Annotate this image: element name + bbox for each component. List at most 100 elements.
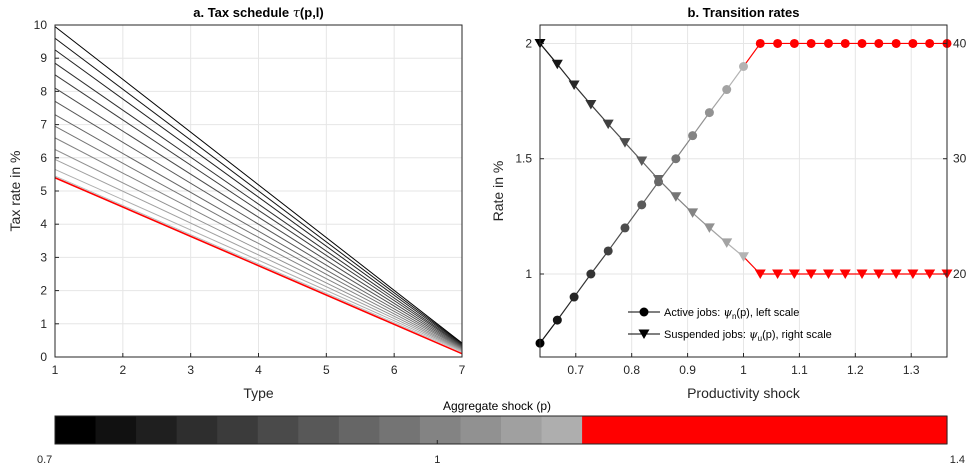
- colorbar-segment: [541, 416, 583, 444]
- series-0-point: [552, 315, 562, 325]
- y-tick-label: 8: [40, 84, 47, 98]
- series-1-point: [890, 269, 902, 279]
- y-tick-label: 9: [40, 51, 47, 65]
- x-tick-label: 0.7: [567, 363, 584, 377]
- series-line-3: [54, 62, 463, 346]
- panel-transition-rates: 0.7 0.8 0.9 1 1.1 1.2 1.3 1 1.5 2 20 30 40 b. Transi…: [490, 5, 967, 401]
- series-1-point: [619, 138, 631, 148]
- x-tick-label: 1: [740, 363, 747, 377]
- x-axis-label-b: Productivity shock: [687, 385, 801, 401]
- series-1-point: [873, 269, 885, 279]
- series-0-segment: [590, 250, 609, 275]
- y-tick-label-right: 40: [953, 36, 967, 50]
- series-0-point: [569, 292, 579, 302]
- series-0-segment: [607, 227, 626, 252]
- series-1-point: [788, 269, 800, 279]
- series-1-point: [856, 269, 868, 279]
- colorbar: Aggregate shock (p) 0.7 1 1.4: [37, 399, 965, 466]
- colorbar-segment: [136, 416, 178, 444]
- series-1-point: [924, 269, 936, 279]
- series-0-point: [586, 269, 596, 279]
- series-0-point: [874, 38, 884, 48]
- series-group-b: [534, 38, 953, 348]
- colorbar-segment: [663, 416, 705, 444]
- series-line-8: [54, 125, 463, 349]
- y-tick-label-left: 2: [525, 36, 532, 50]
- colorbar-segment: [744, 416, 786, 444]
- colorbar-segment: [703, 416, 745, 444]
- colorbar-segment: [501, 416, 543, 444]
- ticks-b: 0.7 0.8 0.9 1 1.1 1.2 1.3 1 1.5 2 20 30 40: [515, 36, 966, 377]
- colorbar-segment: [298, 416, 340, 444]
- series-line-10: [54, 149, 463, 351]
- x-tick-label: 4: [255, 363, 262, 377]
- legend-suspended-label: Suspended jobs: ψu(p), right scale: [664, 328, 832, 343]
- legend-entry-active: Active jobs: ψn(p), left scale: [628, 306, 799, 321]
- series-line-12: [54, 168, 463, 352]
- series-line-1: [54, 37, 463, 345]
- colorbar-segment: [825, 416, 867, 444]
- series-0-point: [603, 246, 613, 256]
- chart-title-a-suffix: (p,l): [300, 5, 324, 20]
- legend-active-prefix: Active jobs:: [664, 307, 723, 319]
- colorbar-segment: [582, 416, 624, 444]
- y-axis-label-b: Rate in %: [490, 161, 506, 222]
- y-tick-label-right: 30: [953, 152, 967, 166]
- legend-entry-suspended: Suspended jobs: ψu(p), right scale: [628, 328, 832, 343]
- x-tick-label: 0.9: [679, 363, 696, 377]
- colorbar-segment: [176, 416, 218, 444]
- series-0-segment: [726, 66, 744, 90]
- chart-title-a: a. Tax schedule τ(p,l): [193, 5, 324, 21]
- series-0-point: [908, 38, 918, 48]
- legend-active-label: Active jobs: ψn(p), left scale: [664, 306, 799, 321]
- series-1-point: [551, 59, 563, 70]
- series-0-segment: [573, 273, 592, 298]
- y-tick-label: 2: [40, 284, 47, 298]
- series-1-point: [839, 269, 851, 279]
- x-tick-label: 0.8: [623, 363, 640, 377]
- colorbar-ticks: 0.7 1 1.4: [37, 440, 965, 466]
- y-tick-label: 5: [40, 184, 47, 198]
- y-axis-label-a: Tax rate in %: [7, 151, 23, 232]
- x-tick-label: 5: [323, 363, 330, 377]
- x-tick-label: 3: [187, 363, 194, 377]
- y-tick-label: 3: [40, 250, 47, 264]
- colorbar-label: Aggregate shock (p): [443, 399, 551, 413]
- colorbar-tick-label: 1: [434, 454, 440, 466]
- series-0-segment: [708, 89, 728, 113]
- series-line-7: [54, 114, 463, 349]
- series-1-point: [754, 269, 766, 279]
- series-1-point: [585, 100, 597, 110]
- series-0-point: [806, 38, 816, 48]
- colorbar-segment: [257, 416, 299, 444]
- y-tick-label: 7: [40, 118, 47, 132]
- legend-suspended-prefix: Suspended jobs:: [664, 329, 749, 341]
- legend-active-sub: n: [732, 312, 736, 321]
- series-0-segment: [675, 135, 694, 160]
- y-tick-label: 10: [34, 18, 48, 32]
- series-0-segment: [624, 204, 643, 229]
- series-1-point: [738, 252, 749, 262]
- y-tick-label: 0: [40, 350, 47, 364]
- series-1-point: [703, 223, 715, 233]
- y-tick-label: 6: [40, 151, 47, 165]
- legend-suspended-suffix: (p), right scale: [762, 329, 832, 341]
- series-0-point: [620, 223, 630, 233]
- series-0-point: [637, 200, 647, 210]
- colorbar-segments: [55, 416, 948, 444]
- series-0-point: [857, 38, 867, 48]
- chart-title-a-symbol: τ: [293, 6, 301, 21]
- series-1-point: [772, 269, 784, 279]
- x-tick-label: 1.2: [847, 363, 864, 377]
- series-1-point: [653, 174, 665, 185]
- series-line-9: [54, 137, 463, 350]
- series-0-point: [823, 38, 833, 48]
- series-line-4: [54, 74, 463, 347]
- colorbar-segment: [784, 416, 826, 444]
- series-0-point: [840, 38, 850, 48]
- series-0-point: [722, 85, 732, 95]
- series-1-point: [721, 238, 733, 248]
